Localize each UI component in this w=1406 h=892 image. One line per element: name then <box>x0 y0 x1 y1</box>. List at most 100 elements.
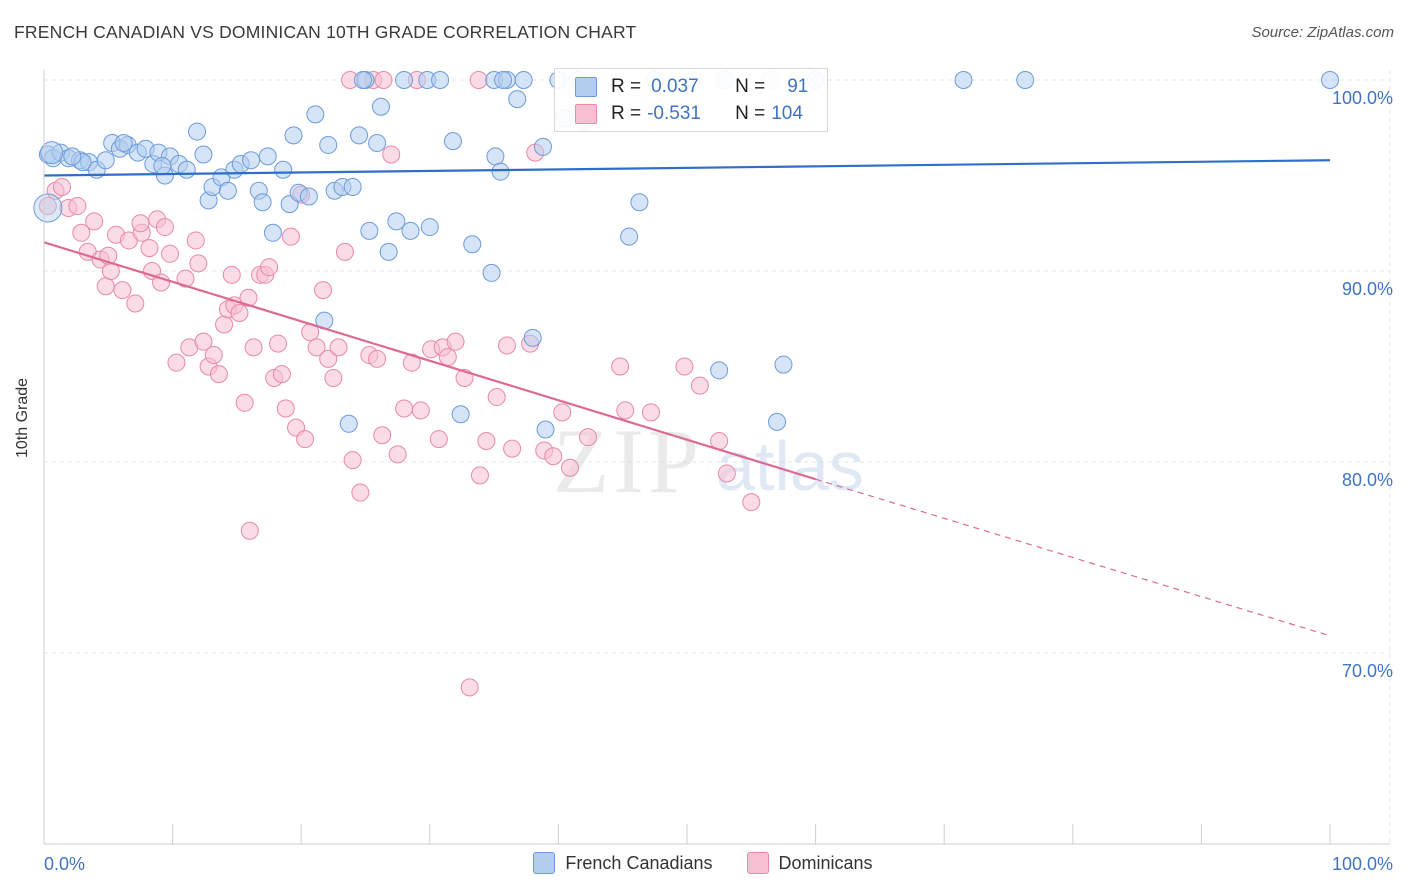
data-point-french-canadians <box>533 137 552 156</box>
data-point-dominicans <box>68 197 87 216</box>
data-point-french-canadians <box>420 218 439 237</box>
data-point-dominicans <box>487 388 506 407</box>
data-point-french-canadians <box>387 212 406 231</box>
data-point-dominicans <box>460 678 479 697</box>
data-point-dominicans <box>503 439 522 458</box>
y-tick-label: 90.0% <box>1342 279 1393 299</box>
data-point-dominicans <box>690 376 709 395</box>
legend-r-value: -0.531 <box>647 103 701 124</box>
data-point-dominicans <box>53 177 72 196</box>
data-point-dominicans <box>167 353 186 372</box>
trend-lines <box>43 159 1331 637</box>
data-point-french-canadians <box>431 71 450 89</box>
data-point-dominicans <box>161 244 180 263</box>
legend-swatch-blue <box>533 852 556 874</box>
legend-label-dominicans: Dominicans <box>778 852 873 873</box>
data-point-french-canadians <box>153 156 172 175</box>
tick-labels: 100.0% 90.0% 80.0% 70.0% 0.0% 100.0% <box>44 88 1393 874</box>
series-dominicans <box>38 71 780 697</box>
data-point-dominicans <box>497 336 516 355</box>
legend-swatch-pink <box>746 852 769 874</box>
data-point-french-canadians <box>443 132 462 151</box>
data-point-french-canadians <box>491 162 510 181</box>
data-point-dominicans <box>96 277 115 296</box>
data-point-dominicans <box>176 269 195 288</box>
data-point-french-canadians <box>1016 71 1035 89</box>
data-point-french-canadians <box>451 405 470 424</box>
data-point-dominicans <box>235 393 254 412</box>
data-point-french-canadians <box>768 412 787 431</box>
data-point-french-canadians <box>954 71 973 89</box>
data-point-french-canadians <box>242 151 261 170</box>
data-point-dominicans <box>194 332 213 351</box>
data-point-french-canadians <box>258 147 277 166</box>
data-point-french-canadians <box>339 414 358 433</box>
data-point-dominicans <box>388 445 407 464</box>
data-point-dominicans <box>307 338 326 357</box>
data-point-french-canadians <box>33 193 63 223</box>
legend-row-dominicans: R = -0.531 N = 104 <box>575 101 803 127</box>
x-tick-label: 0.0% <box>44 854 85 874</box>
data-point-dominicans <box>113 281 132 300</box>
data-point-dominicans <box>742 493 761 512</box>
data-point-dominicans <box>374 71 393 89</box>
axes <box>43 70 1390 845</box>
watermark-atlas: atlas <box>716 427 864 505</box>
data-point-dominicans <box>470 466 489 485</box>
legend-n-label: N = <box>735 103 766 124</box>
data-point-french-canadians <box>494 71 513 89</box>
data-point-french-canadians <box>1321 71 1339 89</box>
data-point-french-canadians <box>395 71 414 89</box>
data-point-dominicans <box>152 273 171 292</box>
data-point-dominicans <box>616 401 635 420</box>
data-point-dominicans <box>215 315 234 334</box>
data-point-french-canadians <box>188 122 207 141</box>
data-point-dominicans <box>72 223 91 242</box>
data-point-dominicans <box>276 399 295 418</box>
data-point-french-canadians <box>514 71 533 89</box>
data-point-french-canadians <box>360 221 379 240</box>
data-point-dominicans <box>675 357 694 376</box>
series-legend: French Canadians Dominicans <box>0 852 1406 874</box>
data-point-dominicans <box>578 428 597 447</box>
data-point-dominicans <box>368 349 387 368</box>
source-label[interactable]: Source: ZipAtlas.com <box>1251 24 1394 41</box>
data-point-dominicans <box>382 145 401 164</box>
data-point-dominicans <box>717 464 736 483</box>
data-point-french-canadians <box>96 151 115 170</box>
legend-item-french-canadians[interactable]: French Canadians <box>533 852 713 874</box>
data-point-dominicans <box>335 242 354 261</box>
legend-r-value: 0.037 <box>651 76 699 97</box>
data-point-french-canadians <box>353 71 372 89</box>
data-point-dominicans <box>209 365 228 384</box>
legend-label-french-canadians: French Canadians <box>565 852 713 873</box>
data-point-dominicans <box>260 258 279 277</box>
data-point-french-canadians <box>343 177 362 196</box>
legend-r-label: R = <box>611 76 642 97</box>
x-tick-label: 100.0% <box>1332 854 1393 874</box>
data-point-dominicans <box>395 399 414 418</box>
data-point-french-canadians <box>194 145 213 164</box>
data-point-dominicans <box>244 338 263 357</box>
watermark-zip: ZIP <box>553 410 703 512</box>
data-point-french-canadians <box>371 97 390 116</box>
data-point-dominicans <box>611 357 630 376</box>
data-point-dominicans <box>373 426 392 445</box>
data-point-dominicans <box>329 338 348 357</box>
legend-r-label: R = <box>611 103 642 124</box>
data-point-french-canadians <box>486 147 505 166</box>
data-point-dominicans <box>296 430 315 449</box>
data-point-dominicans <box>343 451 362 470</box>
data-point-dominicans <box>314 281 333 300</box>
legend-item-dominicans[interactable]: Dominicans <box>746 852 873 874</box>
data-point-dominicans <box>189 254 208 273</box>
legend-row-french-canadians: R = 0.037 N = 91 <box>575 74 808 100</box>
data-point-french-canadians <box>630 193 649 212</box>
data-point-french-canadians <box>218 181 237 200</box>
legend-n-value: 104 <box>771 103 803 124</box>
data-point-dominicans <box>204 346 223 365</box>
data-point-french-canadians <box>284 126 303 145</box>
data-point-french-canadians <box>177 160 196 179</box>
legend-swatch-pink <box>575 104 597 124</box>
